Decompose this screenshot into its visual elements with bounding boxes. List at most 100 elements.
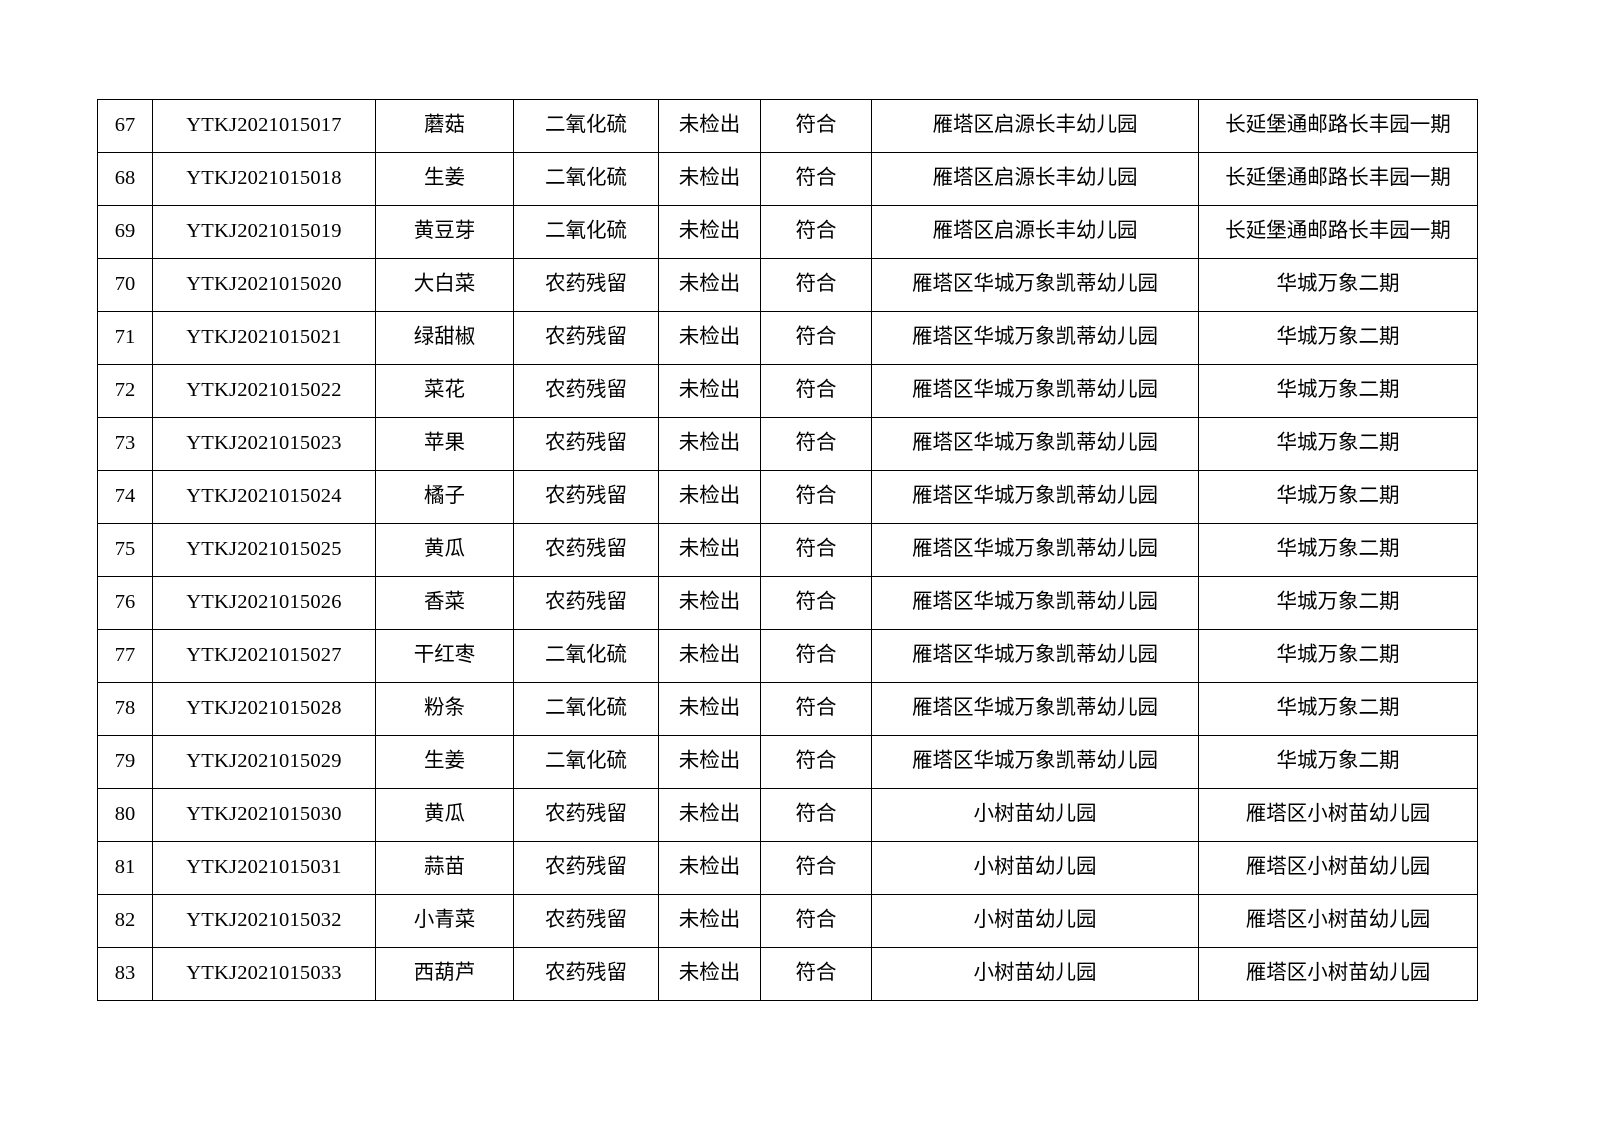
cell-item: 农药残留	[513, 788, 659, 842]
cell-code: YTKJ2021015026	[152, 576, 376, 630]
cell-result: 未检出	[658, 364, 761, 418]
cell-result: 未检出	[658, 947, 761, 1001]
cell-index: 73	[97, 417, 153, 471]
cell-index: 67	[97, 99, 153, 153]
table-row: 79 YTKJ2021015029 生姜 二氧化硫 未检出 符合 雁塔区华城万象凯蒂幼儿园华…	[97, 735, 1478, 789]
cell-verdict: 符合	[760, 311, 872, 365]
table-row: 77 YTKJ2021015027 干红枣 二氧化硫 未检出 符合 雁塔区华城万象凯蒂幼儿园…	[97, 629, 1478, 683]
cell-addr: 华城万象二期	[1198, 576, 1478, 630]
cell-verdict: 符合	[760, 152, 872, 206]
cell-addr: 华城万象二期	[1198, 629, 1478, 683]
cell-code: YTKJ2021015018	[152, 152, 376, 206]
cell-org: 雁塔区华城万象凯蒂幼儿园	[871, 629, 1199, 683]
cell-org: 小树苗幼儿园	[871, 841, 1199, 895]
cell-index: 83	[97, 947, 153, 1001]
table-row: 80 YTKJ2021015030 黄瓜 农药残留 未检出 符合 小树苗幼儿园 雁塔区小树苗幼…	[97, 788, 1478, 842]
cell-verdict: 符合	[760, 894, 872, 948]
cell-sample: 大白菜	[375, 258, 514, 312]
cell-item: 农药残留	[513, 576, 659, 630]
table-body: 67 YTKJ2021015017 蘑菇 二氧化硫 未检出 符合 雁塔区启源长丰幼儿园 长延堡…	[97, 99, 1478, 1001]
cell-code: YTKJ2021015020	[152, 258, 376, 312]
cell-verdict: 符合	[760, 258, 872, 312]
cell-code: YTKJ2021015030	[152, 788, 376, 842]
cell-org: 雁塔区华城万象凯蒂幼儿园	[871, 470, 1199, 524]
cell-org: 雁塔区华城万象凯蒂幼儿园	[871, 682, 1199, 736]
cell-item: 农药残留	[513, 364, 659, 418]
cell-verdict: 符合	[760, 629, 872, 683]
cell-result: 未检出	[658, 152, 761, 206]
cell-sample: 干红枣	[375, 629, 514, 683]
cell-addr: 长延堡通邮路长丰园一期	[1198, 152, 1478, 206]
cell-item: 二氧化硫	[513, 629, 659, 683]
table-row: 75 YTKJ2021015025 黄瓜 农药残留 未检出 符合 雁塔区华城万象凯蒂幼儿园华…	[97, 523, 1478, 577]
cell-sample: 蒜苗	[375, 841, 514, 895]
cell-org: 雁塔区华城万象凯蒂幼儿园	[871, 258, 1199, 312]
cell-addr: 华城万象二期	[1198, 735, 1478, 789]
cell-index: 72	[97, 364, 153, 418]
cell-result: 未检出	[658, 258, 761, 312]
cell-item: 二氧化硫	[513, 152, 659, 206]
cell-item: 农药残留	[513, 841, 659, 895]
cell-sample: 菜花	[375, 364, 514, 418]
cell-sample: 生姜	[375, 152, 514, 206]
cell-sample: 蘑菇	[375, 99, 514, 153]
cell-code: YTKJ2021015017	[152, 99, 376, 153]
table-row: 73 YTKJ2021015023 苹果 农药残留 未检出 符合 雁塔区华城万象凯蒂幼儿园华…	[97, 417, 1478, 471]
cell-index: 69	[97, 205, 153, 259]
cell-result: 未检出	[658, 788, 761, 842]
table-row: 78 YTKJ2021015028 粉条 二氧化硫 未检出 符合 雁塔区华城万象凯蒂幼儿园华…	[97, 682, 1478, 736]
table-row: 83 YTKJ2021015033 西葫芦 农药残留 未检出 符合 小树苗幼儿园 雁塔区小树苗…	[97, 947, 1478, 1001]
cell-index: 74	[97, 470, 153, 524]
cell-index: 71	[97, 311, 153, 365]
cell-addr: 雁塔区小树苗幼儿园	[1198, 947, 1478, 1001]
cell-sample: 黄瓜	[375, 788, 514, 842]
cell-verdict: 符合	[760, 205, 872, 259]
cell-index: 81	[97, 841, 153, 895]
table-row: 70 YTKJ2021015020 大白菜 农药残留 未检出 符合 雁塔区华城万象凯蒂幼儿园…	[97, 258, 1478, 312]
cell-index: 76	[97, 576, 153, 630]
cell-code: YTKJ2021015031	[152, 841, 376, 895]
cell-item: 农药残留	[513, 417, 659, 471]
cell-result: 未检出	[658, 311, 761, 365]
cell-verdict: 符合	[760, 417, 872, 471]
cell-org: 雁塔区启源长丰幼儿园	[871, 99, 1199, 153]
cell-code: YTKJ2021015022	[152, 364, 376, 418]
cell-sample: 黄豆芽	[375, 205, 514, 259]
cell-org: 雁塔区华城万象凯蒂幼儿园	[871, 417, 1199, 471]
cell-org: 雁塔区华城万象凯蒂幼儿园	[871, 364, 1199, 418]
cell-addr: 长延堡通邮路长丰园一期	[1198, 205, 1478, 259]
cell-addr: 华城万象二期	[1198, 258, 1478, 312]
cell-item: 二氧化硫	[513, 99, 659, 153]
cell-item: 农药残留	[513, 894, 659, 948]
cell-result: 未检出	[658, 682, 761, 736]
cell-org: 雁塔区华城万象凯蒂幼儿园	[871, 735, 1199, 789]
cell-addr: 雁塔区小树苗幼儿园	[1198, 894, 1478, 948]
cell-sample: 小青菜	[375, 894, 514, 948]
cell-addr: 华城万象二期	[1198, 682, 1478, 736]
cell-verdict: 符合	[760, 682, 872, 736]
cell-item: 农药残留	[513, 311, 659, 365]
cell-result: 未检出	[658, 841, 761, 895]
table-row: 81 YTKJ2021015031 蒜苗 农药残留 未检出 符合 小树苗幼儿园 雁塔区小树苗幼…	[97, 841, 1478, 895]
cell-code: YTKJ2021015019	[152, 205, 376, 259]
cell-result: 未检出	[658, 470, 761, 524]
cell-verdict: 符合	[760, 788, 872, 842]
cell-result: 未检出	[658, 894, 761, 948]
cell-item: 二氧化硫	[513, 735, 659, 789]
cell-code: YTKJ2021015025	[152, 523, 376, 577]
cell-addr: 华城万象二期	[1198, 364, 1478, 418]
cell-org: 小树苗幼儿园	[871, 894, 1199, 948]
cell-index: 70	[97, 258, 153, 312]
cell-sample: 黄瓜	[375, 523, 514, 577]
cell-code: YTKJ2021015021	[152, 311, 376, 365]
cell-result: 未检出	[658, 629, 761, 683]
inspection-results-table: 67 YTKJ2021015017 蘑菇 二氧化硫 未检出 符合 雁塔区启源长丰幼儿园 长延堡…	[97, 99, 1478, 1001]
cell-verdict: 符合	[760, 576, 872, 630]
cell-result: 未检出	[658, 205, 761, 259]
cell-result: 未检出	[658, 523, 761, 577]
cell-addr: 华城万象二期	[1198, 417, 1478, 471]
table-row: 74 YTKJ2021015024 橘子 农药残留 未检出 符合 雁塔区华城万象凯蒂幼儿园华…	[97, 470, 1478, 524]
cell-verdict: 符合	[760, 523, 872, 577]
cell-sample: 橘子	[375, 470, 514, 524]
cell-verdict: 符合	[760, 841, 872, 895]
